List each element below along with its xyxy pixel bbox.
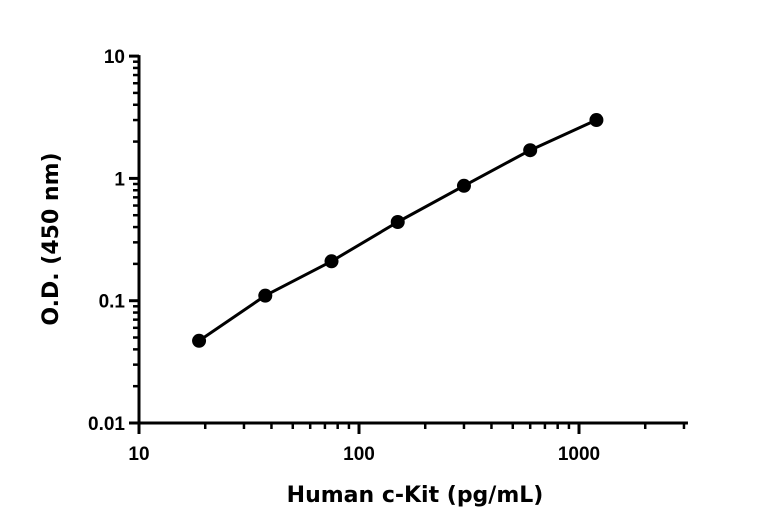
x-tick-label: 10 <box>128 444 149 465</box>
data-point <box>324 254 339 269</box>
y-tick-label: 10 <box>104 47 125 68</box>
x-axis: 10 100 1000 <box>128 421 688 465</box>
y-axis: 0.01 0.1 1 10 <box>88 47 141 435</box>
data-point <box>523 143 538 158</box>
data-points <box>192 113 604 348</box>
data-point <box>390 215 405 230</box>
fitted-curve <box>198 118 598 343</box>
y-tick-label: 0.1 <box>99 292 126 313</box>
data-point <box>192 333 207 348</box>
data-point <box>456 178 471 193</box>
y-tick-label: 0.01 <box>88 414 125 435</box>
data-point <box>258 288 273 303</box>
x-axis-title: Human c-Kit (pg/mL) <box>287 483 544 508</box>
data-point <box>589 113 604 128</box>
y-axis-title: O.D. (450 nm) <box>39 152 64 325</box>
y-tick-label: 1 <box>114 169 125 190</box>
x-tick-label: 100 <box>343 444 375 465</box>
x-tick-label: 1000 <box>558 444 600 465</box>
